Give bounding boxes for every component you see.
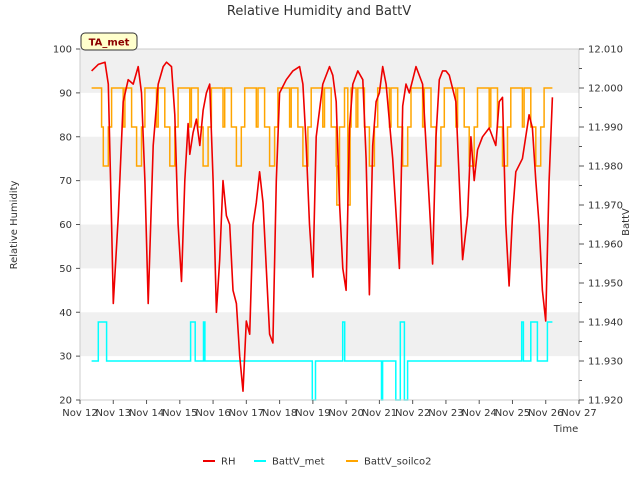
left-axis-title: Relative Humidity [9,181,20,270]
right-tick-label: 11.950 [588,279,623,290]
x-tick-label: Nov 27 [561,408,596,419]
left-tick-label: 60 [59,220,72,231]
right-tick-label: 12.010 [588,45,623,56]
site-label: TA_met [89,38,130,49]
x-tick-label: Nov 23 [428,408,463,419]
x-tick-label: Nov 13 [96,408,131,419]
legend-label: BattV_met [272,457,325,468]
legend: RH BattV_met BattV_soilco2 [203,457,432,468]
x-tick-label: Nov 26 [528,408,563,419]
x-tick-label: Nov 24 [461,408,496,419]
x-tick-label: Nov 14 [129,408,164,419]
series-rh-line [91,61,554,392]
left-tick-label: 50 [59,264,72,275]
grid-band [80,312,579,357]
x-tick-label: Nov 17 [229,408,264,419]
left-axis: 20 30 40 50 60 70 80 90 100 [53,45,80,407]
legend-label: BattV_soilco2 [364,457,432,468]
right-tick-label: 12.000 [588,84,623,95]
series-battv-met-line [91,321,553,401]
left-tick-label: 90 [59,88,72,99]
chart-title: Relative Humidity and BattV [227,4,411,19]
right-tick-label: 11.940 [588,318,623,329]
left-tick-label: 40 [59,308,72,319]
right-tick-label: 11.990 [588,123,623,134]
left-tick-label: 80 [59,132,72,143]
x-tick-label: Nov 20 [328,408,363,419]
x-tick-label: Nov 21 [362,408,397,419]
legend-label: RH [221,457,235,468]
right-tick-label: 11.930 [588,357,623,368]
left-tick-label: 100 [53,45,72,56]
right-tick-label: 11.970 [588,201,623,212]
x-tick-label: Nov 19 [295,408,330,419]
right-axis: 11.920 11.930 11.940 11.950 11.960 11.970 11.9… [579,45,623,407]
x-axis-title: Time [553,424,578,435]
grid-band [80,224,579,269]
grid-bands [80,49,579,357]
x-tick-label: Nov 16 [195,408,230,419]
left-tick-label: 30 [59,352,72,363]
x-tick-label: Nov 22 [395,408,430,419]
grid-band [80,49,579,93]
right-tick-label: 11.960 [588,240,623,251]
site-label-box: TA_met [80,32,138,51]
x-tick-label: Nov 18 [262,408,297,419]
left-tick-label: 20 [59,396,72,407]
right-axis-title: BattV [621,208,632,236]
x-tick-label: Nov 12 [62,408,97,419]
series-layer [91,61,554,401]
right-tick-label: 11.980 [588,162,623,173]
x-tick-label: Nov 25 [495,408,530,419]
right-tick-label: 11.920 [588,396,623,407]
x-tick-label: Nov 15 [162,408,197,419]
left-tick-label: 70 [59,176,72,187]
